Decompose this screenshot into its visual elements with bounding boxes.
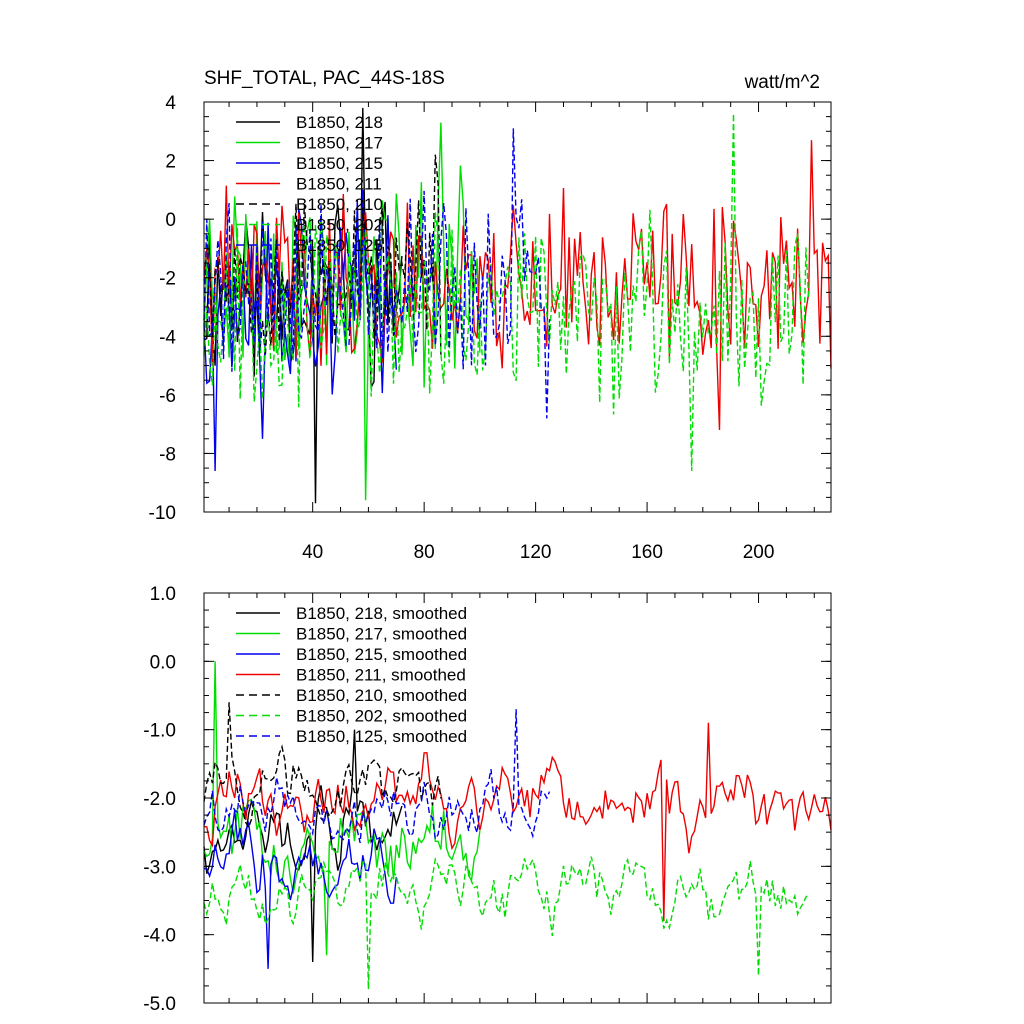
bottom-panel: 1.0 0.0 -1.0 -2.0 -3.0 -4.0 -5.0 B1850, 218, s… <box>143 584 832 1015</box>
bottom-legend-label: B1850, 218, smoothed <box>296 604 467 623</box>
top-panel: SHF_TOTAL, PAC_44S-18S watt/m^2 4 2 0 -2 -4 -… <box>149 68 832 563</box>
bottom-series-line-4 <box>203 702 442 830</box>
bottom-axes: 1.0 0.0 -1.0 -2.0 -3.0 -4.0 -5.0 <box>143 584 831 1015</box>
top-ytick-label: -4 <box>159 327 176 348</box>
top-xtick-label: 160 <box>631 542 663 563</box>
bottom-series-line-1 <box>203 661 481 956</box>
bottom-ytick-label: -1.0 <box>143 721 176 742</box>
bottom-legend-label: B1850, 217, smoothed <box>296 625 467 644</box>
top-ytick-label: -10 <box>149 503 176 524</box>
top-ytick-label: -8 <box>159 444 176 465</box>
top-series-line-5 <box>203 113 810 472</box>
top-legend-label: B1850, 210 <box>296 195 383 214</box>
top-legend-label: B1850, 215 <box>296 154 383 173</box>
top-xtick-label: 120 <box>520 542 552 563</box>
top-ytick-label: 2 <box>165 152 176 173</box>
bottom-ytick-label: -5.0 <box>143 994 176 1015</box>
bottom-ytick-label: -4.0 <box>143 926 176 947</box>
bottom-legend-label: B1850, 210, smoothed <box>296 686 467 705</box>
top-units: watt/m^2 <box>744 72 820 93</box>
bottom-legend-label: B1850, 125, smoothed <box>296 727 467 746</box>
top-legend-label: B1850, 211 <box>296 175 382 194</box>
top-xtick-label: 40 <box>302 542 323 563</box>
bottom-series-group <box>203 661 832 990</box>
bottom-legend-label: B1850, 211, smoothed <box>296 666 466 685</box>
top-ytick-label: -6 <box>159 386 176 407</box>
top-legend-label: B1850, 202 <box>296 216 383 235</box>
bottom-series-line-5 <box>203 856 810 990</box>
bottom-series-line-3 <box>203 722 832 922</box>
top-ytick-label: -2 <box>159 269 176 290</box>
bottom-legend: B1850, 218, smoothed B1850, 217, smoothed… <box>236 604 467 746</box>
top-series-line-4 <box>203 154 442 356</box>
bottom-series-line-6 <box>203 709 551 844</box>
top-series-line-3 <box>203 140 832 431</box>
top-xtick-label: 80 <box>414 542 435 563</box>
top-ytick-label: 4 <box>165 93 176 114</box>
bottom-legend-label: B1850, 202, smoothed <box>296 707 467 726</box>
top-legend-label: B1850, 217 <box>296 134 383 153</box>
top-series-group <box>203 107 832 504</box>
bottom-ytick-label: -2.0 <box>143 789 176 810</box>
top-ytick-label: 0 <box>165 210 176 231</box>
bottom-ytick-label: -3.0 <box>143 857 176 878</box>
top-title: SHF_TOTAL, PAC_44S-18S <box>204 68 445 89</box>
top-axes: 4 2 0 -2 -4 -6 -8 -10 40 80 120 160 200 <box>149 93 831 563</box>
bottom-ytick-label: 0.0 <box>150 652 176 673</box>
top-xtick-label: 200 <box>743 542 775 563</box>
bottom-legend-label: B1850, 215, smoothed <box>296 645 467 664</box>
top-legend-label: B1850, 125 <box>296 236 383 255</box>
top-legend-label: B1850, 218 <box>296 113 383 132</box>
bottom-ytick-label: 1.0 <box>150 584 176 605</box>
top-series-line-6 <box>203 128 551 419</box>
bottom-series-line-2 <box>203 810 397 969</box>
